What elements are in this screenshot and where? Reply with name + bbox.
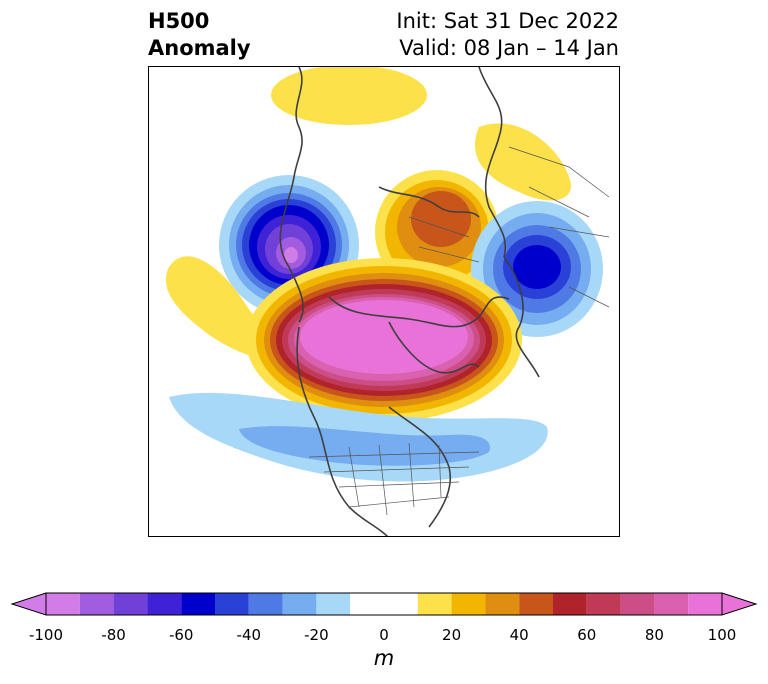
colorbar-bin (688, 593, 722, 615)
colorbar (10, 592, 758, 616)
title-line-2: Anomaly (148, 36, 251, 60)
colorbar-tick-label: -60 (168, 626, 194, 644)
colorbar-bin (620, 593, 655, 615)
colorbar-tick-label: -20 (304, 626, 329, 644)
anomaly-map (148, 66, 620, 537)
colorbar-bin (417, 593, 452, 615)
coastlines (279, 67, 540, 536)
colorbar-tick-label: 100 (707, 626, 737, 644)
colorbar-bin (215, 593, 249, 615)
colorbar-tick-label: 60 (577, 626, 597, 644)
ridge-arctic (246, 258, 522, 422)
colorbar-bin (316, 593, 351, 615)
colorbar-bin (113, 593, 148, 615)
ridge-east-asia (474, 123, 571, 201)
colorbar-bin (485, 593, 520, 615)
colorbar-tick-label: 80 (644, 626, 664, 644)
colorbar-bin (147, 593, 182, 615)
borders (308, 146, 610, 516)
colorbar-tick-label: -80 (101, 626, 126, 644)
colorbar-bin (282, 593, 317, 615)
colorbar-bin (46, 593, 80, 615)
colorbar-tick-label: 0 (379, 626, 389, 644)
colorbar-tick-label: 20 (442, 626, 462, 644)
colorbar-under-triangle (10, 592, 47, 616)
colorbar-bin (350, 593, 418, 615)
map-canvas (165, 67, 610, 536)
colorbar-bin (451, 593, 486, 615)
ridge-bering (271, 67, 427, 125)
colorbar-bins (46, 593, 722, 615)
valid-label: Valid: 08 Jan – 14 Jan (399, 36, 619, 60)
colorbar-tick-label: -40 (236, 626, 262, 644)
map-title: H500 Anomaly (148, 8, 251, 62)
title-line-1: H500 (148, 9, 210, 33)
colorbar-bin (586, 593, 621, 615)
colorbar-unit-label: m (373, 646, 395, 670)
init-label: Init: Sat 31 Dec 2022 (396, 9, 619, 33)
colorbar-bin (553, 593, 587, 615)
map-subtitle: Init: Sat 31 Dec 2022 Valid: 08 Jan – 14… (396, 8, 619, 62)
colorbar-bin (519, 593, 553, 615)
colorbar-tick-label: 40 (509, 626, 529, 644)
colorbar-bin (248, 593, 283, 615)
colorbar-bin (181, 593, 215, 615)
colorbar-tick-label: -100 (28, 626, 64, 644)
colorbar-bin (654, 593, 689, 615)
colorbar-outline (45, 592, 723, 616)
colorbar-over-triangle (721, 592, 758, 616)
colorbar-bin (79, 593, 114, 615)
